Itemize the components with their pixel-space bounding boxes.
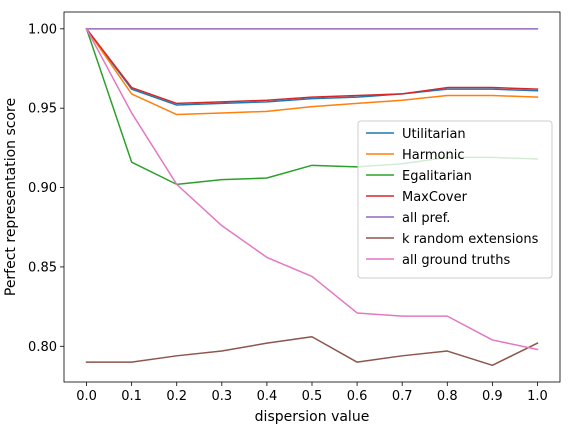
- legend-label: k random extensions: [402, 232, 539, 247]
- x-tick-label: 0.3: [211, 389, 232, 404]
- y-tick-label: 1.00: [28, 22, 57, 37]
- x-tick-label: 0.9: [482, 389, 503, 404]
- x-tick-label: 0.2: [166, 389, 187, 404]
- legend-label: all ground truths: [402, 253, 510, 268]
- legend-box: [357, 120, 553, 279]
- x-tick-label: 0.6: [347, 389, 368, 404]
- series-line-maxcover: [85, 27, 539, 105]
- x-tick-label: 0.1: [121, 389, 142, 404]
- y-axis-label: Perfect representation score: [3, 98, 19, 296]
- y-tick-label: 0.90: [28, 181, 57, 196]
- x-axis-label: dispersion value: [255, 409, 370, 425]
- series-line-utilitarian: [85, 27, 539, 106]
- y-tick-label: 0.85: [28, 260, 57, 275]
- legend: Utilitarian Harmonic Egalitarian MaxCover al…: [357, 120, 553, 279]
- series-line-harmonic: [85, 27, 539, 116]
- legend-label: Egalitarian: [402, 169, 472, 184]
- legend-label: all pref.: [402, 211, 450, 226]
- x-tick-label: 0.4: [257, 389, 278, 404]
- legend-label: Utilitarian: [402, 127, 466, 142]
- series-layer: [85, 27, 539, 367]
- legend-label: MaxCover: [402, 190, 468, 205]
- x-tick-label: 0.5: [302, 389, 323, 404]
- legend-label: Harmonic: [402, 148, 464, 163]
- x-tick-label: 0.0: [76, 389, 97, 404]
- y-tick-label: 0.95: [28, 102, 57, 117]
- y-tick-label: 0.80: [28, 340, 57, 355]
- x-tick-label: 0.7: [392, 389, 413, 404]
- axes-layer: 0.0 0.1 0.2 0.3 0.4 0.5 0.6 0.7 0.8 0.9 1.0 0.80 0.8…: [28, 11, 561, 404]
- x-tick-label: 1.0: [527, 389, 548, 404]
- x-tick-label: 0.8: [437, 389, 458, 404]
- series-line-all-ground-truths: [85, 27, 539, 351]
- series-line-k-random-extensions: [85, 336, 539, 367]
